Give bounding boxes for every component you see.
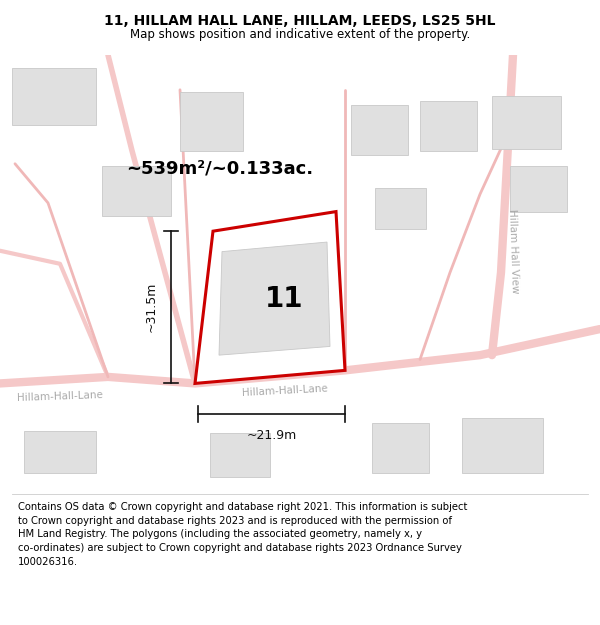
Text: Hillam-Hall-Lane: Hillam-Hall-Lane: [17, 390, 103, 403]
Bar: [510, 166, 567, 212]
Bar: [375, 188, 426, 229]
Text: ~31.5m: ~31.5m: [145, 282, 158, 332]
Polygon shape: [219, 242, 330, 355]
Bar: [372, 422, 429, 472]
Text: 11, HILLAM HALL LANE, HILLAM, LEEDS, LS25 5HL: 11, HILLAM HALL LANE, HILLAM, LEEDS, LS2…: [104, 14, 496, 28]
Bar: [180, 92, 243, 151]
Polygon shape: [195, 212, 345, 383]
Bar: [24, 431, 96, 472]
Bar: [210, 434, 270, 477]
Text: Hillam Hall View: Hillam Hall View: [506, 208, 520, 293]
Bar: [420, 101, 477, 151]
Bar: [351, 105, 408, 155]
Bar: [102, 166, 171, 216]
Text: Hillam-Hall-Lane: Hillam-Hall-Lane: [242, 384, 328, 398]
Bar: [462, 418, 543, 472]
Text: ~539m²/~0.133ac.: ~539m²/~0.133ac.: [126, 159, 313, 177]
Bar: [12, 68, 96, 124]
Text: 11: 11: [265, 285, 304, 313]
Text: Map shows position and indicative extent of the property.: Map shows position and indicative extent…: [130, 28, 470, 41]
Text: ~21.9m: ~21.9m: [247, 429, 296, 442]
Text: Contains OS data © Crown copyright and database right 2021. This information is : Contains OS data © Crown copyright and d…: [18, 502, 467, 566]
Bar: [492, 96, 561, 149]
